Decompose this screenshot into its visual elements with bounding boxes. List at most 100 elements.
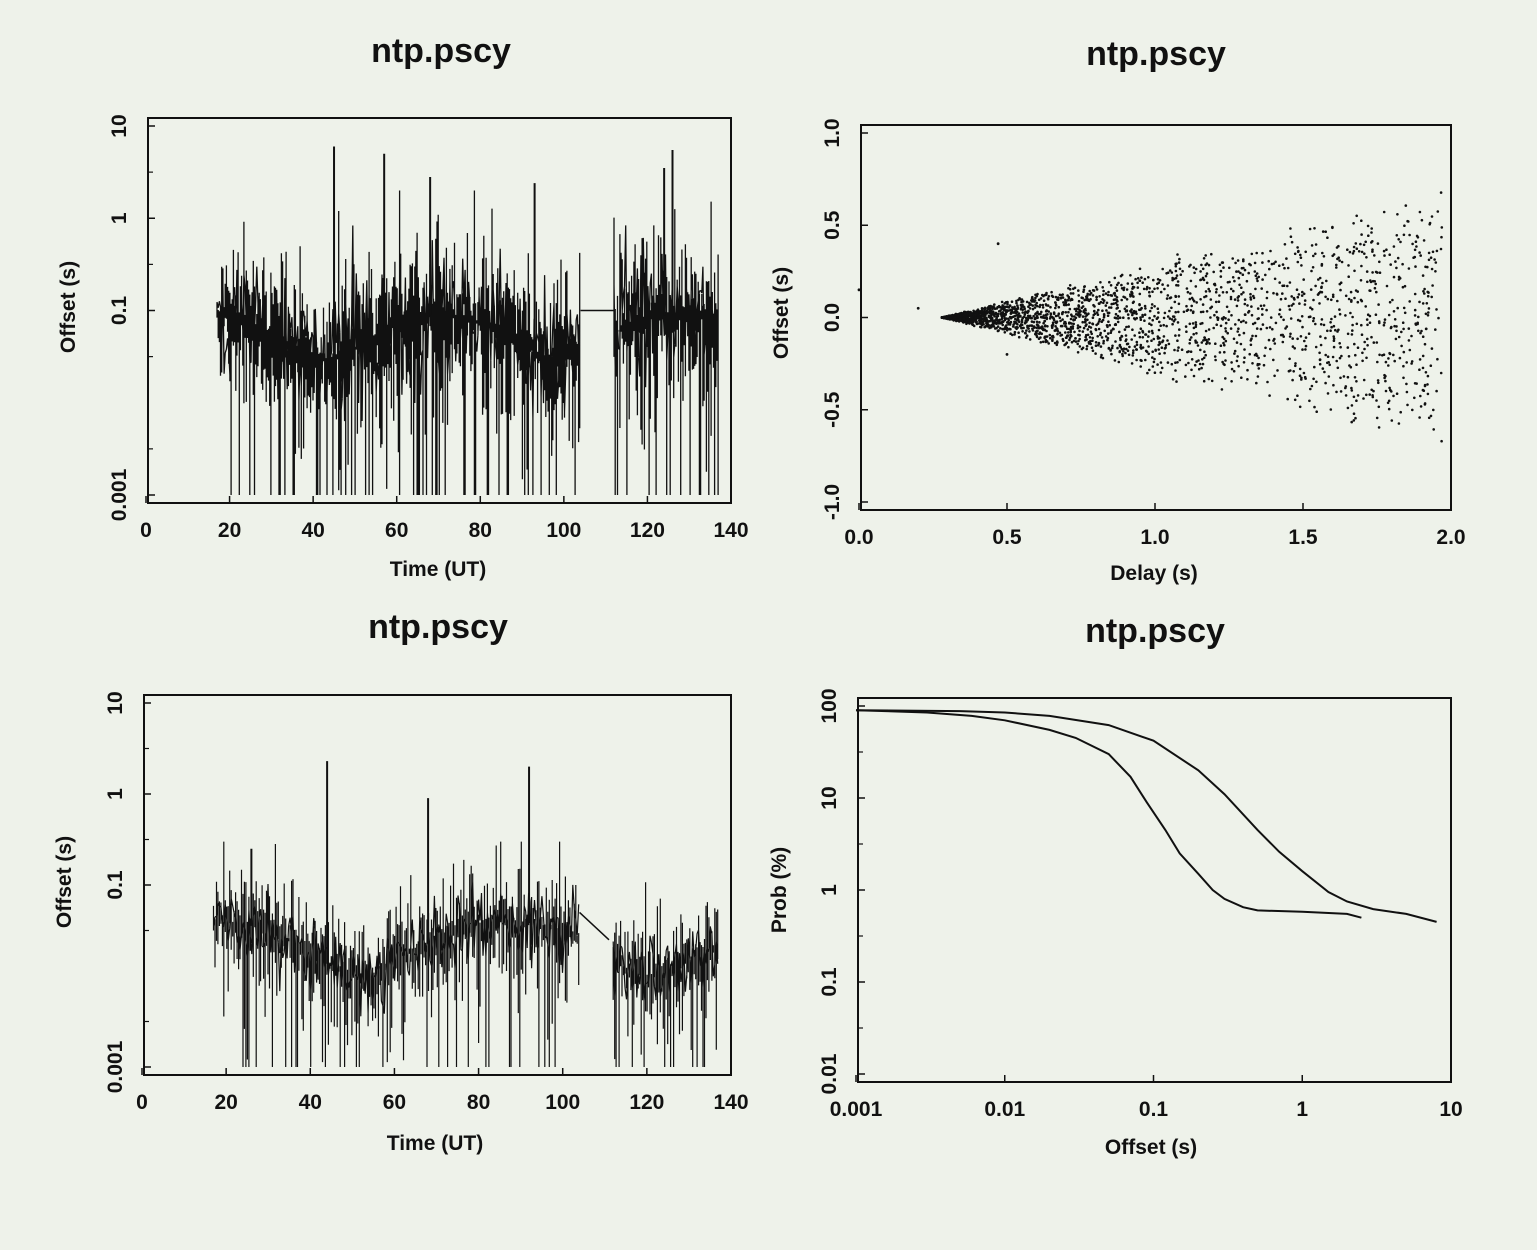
scatter-point [1188, 342, 1191, 345]
scatter-point [1260, 287, 1263, 290]
scatter-point [1185, 330, 1188, 334]
plot-area [857, 191, 1444, 443]
scatter-point [1072, 339, 1076, 343]
scatter-point [1085, 338, 1088, 341]
scatter-point [1011, 333, 1014, 337]
scatter-point [1292, 370, 1295, 373]
scatter-point [1307, 332, 1311, 336]
scatter-point [1231, 257, 1234, 260]
scatter-point [1230, 314, 1233, 317]
scatter-point [1150, 329, 1154, 333]
scatter-point [1265, 308, 1268, 312]
scatter-point [1061, 296, 1065, 299]
scatter-point [1370, 241, 1373, 244]
scatter-point [1337, 328, 1340, 332]
scatter-point [1291, 345, 1295, 348]
x-tick-label: 0 [140, 519, 152, 542]
scatter-point [1018, 297, 1021, 300]
scatter-point [1344, 314, 1347, 317]
scatter-point [1440, 226, 1444, 229]
scatter-point [1160, 366, 1164, 370]
scatter-point [1278, 264, 1281, 268]
scatter-point [1304, 336, 1308, 339]
scatter-point [1126, 349, 1130, 353]
scatter-point [1439, 191, 1443, 194]
scatter-point [1092, 310, 1096, 313]
scatter-point [1291, 337, 1294, 340]
scatter-point [1346, 346, 1350, 349]
scatter-point [1102, 301, 1105, 305]
scatter-point [1363, 340, 1366, 344]
scatter-point [1329, 321, 1332, 324]
scatter-point [1354, 353, 1357, 357]
scatter-point [1272, 339, 1275, 342]
scatter-point [1270, 262, 1274, 266]
scatter-point [1408, 233, 1411, 237]
scatter-point [1113, 359, 1117, 362]
scatter-point [1195, 360, 1198, 363]
scatter-point [1247, 271, 1250, 275]
scatter-point [1239, 271, 1242, 275]
scatter-point [1269, 249, 1272, 253]
scatter-point [1174, 334, 1177, 337]
scatter-point [1016, 304, 1019, 307]
scatter-point [1360, 250, 1364, 254]
scatter-point [1396, 306, 1399, 310]
x-tick-label: 60 [383, 1091, 406, 1114]
scatter-point [1370, 227, 1373, 230]
scatter-point [1094, 344, 1098, 348]
scatter-point [1038, 305, 1041, 309]
scatter-point [1407, 327, 1411, 330]
scatter-point [1250, 252, 1254, 256]
scatter-point [1108, 280, 1111, 284]
scatter-point [1131, 328, 1134, 332]
scatter-point [1116, 346, 1119, 350]
scatter-point [1293, 347, 1296, 350]
scatter-point [1214, 300, 1218, 304]
scatter-point [1103, 329, 1106, 333]
scatter-point [1200, 366, 1203, 370]
scatter-point [1109, 306, 1113, 309]
scatter-point [1160, 346, 1164, 350]
scatter-point [1028, 338, 1032, 341]
y-axis-label: Prob (%) [768, 847, 791, 933]
scatter-point [1421, 335, 1425, 339]
scatter-point [980, 321, 983, 325]
scatter-point [1325, 279, 1328, 283]
scatter-point [1177, 346, 1180, 349]
scatter-point [1351, 315, 1354, 319]
scatter-point [1338, 356, 1342, 360]
scatter-point [987, 324, 991, 327]
scatter-point [1369, 289, 1372, 293]
scatter-point [1296, 260, 1300, 264]
scatter-point [1397, 278, 1401, 281]
scatter-point [1312, 319, 1315, 323]
scatter-point [1147, 352, 1150, 356]
scatter-point [1389, 263, 1392, 266]
scatter-point [1125, 305, 1128, 308]
scatter-point [1360, 299, 1364, 303]
scatter-point [1178, 267, 1182, 271]
scatter-point [1237, 270, 1240, 273]
scatter-point [1034, 296, 1037, 300]
scatter-point [1096, 335, 1099, 338]
scatter-point [1330, 317, 1333, 321]
scatter-point [1429, 256, 1433, 260]
scatter-point [1208, 342, 1211, 345]
scatter-point [1077, 339, 1080, 343]
scatter-point [1165, 297, 1169, 300]
scatter-point [1013, 305, 1016, 309]
scatter-point [1403, 284, 1407, 288]
scatter-point [1301, 290, 1304, 294]
scatter-point [1421, 354, 1425, 358]
scatter-point [1310, 269, 1313, 273]
scatter-point [1073, 307, 1077, 311]
scatter-point [1423, 342, 1427, 346]
scatter-point [1332, 337, 1336, 340]
scatter-point [1199, 270, 1202, 273]
scatter-point [1150, 323, 1153, 327]
scatter-point [1035, 329, 1039, 333]
scatter-point [1310, 384, 1314, 388]
scatter-point [1362, 378, 1366, 382]
scatter-point [1375, 416, 1379, 420]
